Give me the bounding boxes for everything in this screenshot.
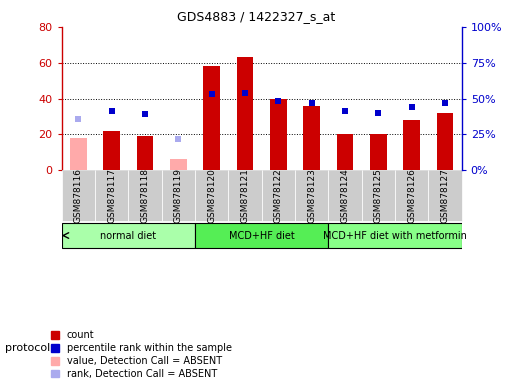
Bar — [262, 170, 295, 222]
Bar — [370, 134, 387, 170]
Text: GSM878123: GSM878123 — [307, 169, 316, 223]
Bar — [170, 159, 187, 170]
Text: MCD+HF diet: MCD+HF diet — [229, 230, 294, 240]
Text: GSM878124: GSM878124 — [341, 169, 349, 223]
Text: GSM878119: GSM878119 — [174, 168, 183, 223]
Bar — [195, 223, 328, 248]
Bar — [362, 170, 395, 222]
Text: GSM878126: GSM878126 — [407, 169, 416, 223]
Bar — [136, 136, 153, 170]
Bar — [403, 120, 420, 170]
Text: GSM878116: GSM878116 — [74, 168, 83, 223]
Bar — [328, 223, 462, 248]
Bar — [128, 170, 162, 222]
Legend: count, percentile rank within the sample, value, Detection Call = ABSENT, rank, : count, percentile rank within the sample… — [51, 330, 231, 379]
Bar — [95, 170, 128, 222]
Bar — [428, 170, 462, 222]
Text: normal diet: normal diet — [100, 230, 156, 240]
Text: GSM878122: GSM878122 — [274, 169, 283, 223]
Bar — [62, 223, 195, 248]
Bar — [337, 134, 353, 170]
Bar — [203, 66, 220, 170]
Bar — [236, 57, 253, 170]
Text: protocol: protocol — [5, 343, 50, 353]
Text: GSM878118: GSM878118 — [141, 168, 149, 223]
Bar — [270, 99, 287, 170]
Bar — [328, 170, 362, 222]
Bar — [395, 170, 428, 222]
Bar — [303, 106, 320, 170]
Bar — [103, 131, 120, 170]
Bar — [162, 170, 195, 222]
Bar — [70, 138, 87, 170]
Bar — [295, 170, 328, 222]
Bar — [437, 113, 453, 170]
Text: GSM878120: GSM878120 — [207, 169, 216, 223]
Text: GSM878117: GSM878117 — [107, 168, 116, 223]
Text: GSM878121: GSM878121 — [241, 169, 249, 223]
Bar — [228, 170, 262, 222]
Text: GDS4883 / 1422327_s_at: GDS4883 / 1422327_s_at — [177, 10, 336, 23]
Bar — [195, 170, 228, 222]
Text: GSM878125: GSM878125 — [374, 169, 383, 223]
Text: MCD+HF diet with metformin: MCD+HF diet with metformin — [323, 230, 467, 240]
Bar — [62, 170, 95, 222]
Text: GSM878127: GSM878127 — [441, 169, 449, 223]
